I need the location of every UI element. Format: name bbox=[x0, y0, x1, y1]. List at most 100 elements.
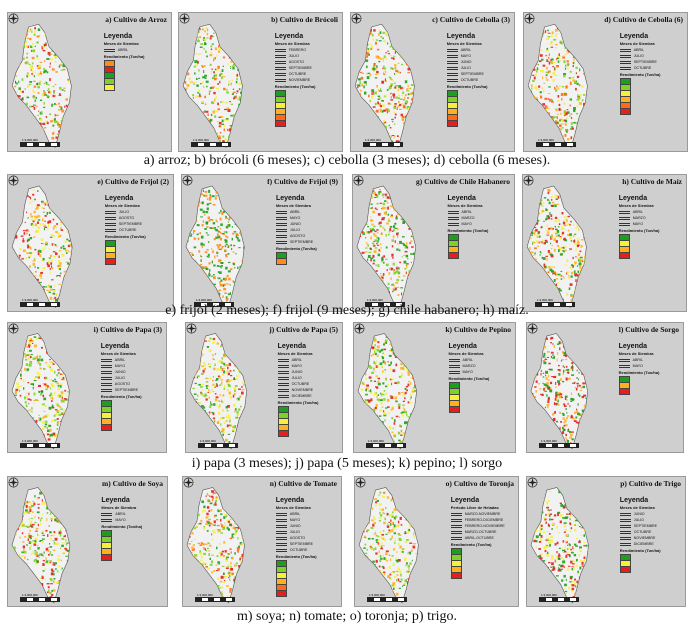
map-pixel bbox=[204, 290, 206, 292]
map-pixel bbox=[65, 31, 68, 33]
legend-sowing-item: JULIO bbox=[277, 375, 319, 381]
map-pixel bbox=[402, 275, 406, 277]
map-pixel bbox=[535, 289, 538, 293]
map-pixel bbox=[588, 62, 591, 65]
map-pixel bbox=[242, 109, 243, 113]
map-pixel bbox=[378, 249, 380, 252]
map-pixel bbox=[555, 89, 558, 92]
map-pixel bbox=[45, 27, 47, 29]
map-pixel bbox=[223, 422, 226, 424]
map-pixel bbox=[15, 129, 18, 131]
map-pixel bbox=[557, 195, 560, 199]
map-pixel bbox=[384, 57, 388, 60]
map-pixel bbox=[389, 55, 392, 57]
map-pixel bbox=[37, 132, 39, 135]
map-pixel bbox=[67, 441, 70, 444]
map-pixel bbox=[358, 263, 360, 266]
map-pixel bbox=[534, 282, 536, 286]
scale-text: 1:3,000,000 bbox=[22, 138, 38, 142]
map-pixel bbox=[54, 53, 57, 57]
map-pixel bbox=[415, 432, 417, 436]
map-pixel bbox=[218, 277, 221, 280]
map-pixel bbox=[199, 36, 201, 38]
map-pixel bbox=[399, 341, 403, 344]
map-pixel bbox=[558, 103, 561, 107]
map-pixel bbox=[61, 437, 64, 440]
map-pixel bbox=[554, 74, 558, 77]
map-pixel bbox=[394, 356, 397, 358]
map-pixel bbox=[589, 48, 592, 49]
map-pixel bbox=[583, 137, 587, 140]
map-pixel bbox=[579, 41, 581, 43]
map-pixel bbox=[590, 27, 591, 29]
map-pixel bbox=[193, 351, 196, 354]
yield-title: Rendimiento (Ton/ha) bbox=[618, 228, 660, 233]
map-pixel bbox=[542, 115, 544, 117]
map-pixel bbox=[387, 383, 389, 386]
map-pixel bbox=[381, 392, 384, 395]
map-pixel bbox=[372, 254, 375, 258]
map-pixel bbox=[406, 441, 410, 443]
map-pixel bbox=[238, 48, 242, 51]
map-pixel bbox=[38, 384, 41, 387]
map-pixel bbox=[401, 338, 404, 340]
map-pixel bbox=[417, 60, 420, 62]
map-pixel bbox=[579, 42, 581, 44]
map-pixel bbox=[570, 240, 573, 242]
map-pixel bbox=[14, 398, 16, 401]
map-pixel bbox=[199, 27, 201, 31]
map-pixel bbox=[403, 99, 405, 101]
map-pixel bbox=[54, 51, 58, 54]
map-pixel bbox=[404, 214, 407, 217]
map-pixel bbox=[405, 271, 407, 274]
map-pixel bbox=[35, 399, 38, 401]
map-pixel bbox=[70, 196, 72, 199]
map-pixel bbox=[387, 214, 390, 216]
map-pixel bbox=[240, 104, 243, 107]
map-pixel bbox=[26, 354, 30, 356]
map-pixel bbox=[377, 264, 380, 268]
map-pixel bbox=[580, 244, 583, 248]
map-pixel bbox=[541, 289, 544, 291]
map-pixel bbox=[67, 44, 69, 46]
map-pixel bbox=[539, 192, 542, 195]
hatch-swatch bbox=[446, 48, 458, 52]
map-pixel bbox=[403, 336, 406, 339]
map-pixel bbox=[57, 424, 59, 426]
map-pixel bbox=[542, 103, 546, 106]
map-pixel bbox=[191, 446, 193, 448]
map-pixel bbox=[74, 200, 75, 202]
map-pixel bbox=[54, 380, 58, 383]
map-pixel bbox=[49, 378, 53, 381]
map-pixel bbox=[205, 381, 209, 383]
map-pixel bbox=[580, 204, 582, 208]
map-pixel bbox=[13, 75, 17, 77]
hatch-swatch bbox=[618, 222, 630, 226]
map-pixel bbox=[589, 36, 592, 39]
map-pixel bbox=[357, 29, 360, 31]
north-arrow-icon bbox=[8, 323, 19, 334]
map-pixel bbox=[243, 39, 245, 42]
map-pixel bbox=[16, 82, 18, 85]
map-pixel bbox=[37, 128, 41, 130]
map-pixel bbox=[73, 283, 75, 284]
map-pixel bbox=[14, 46, 16, 50]
map-pixel bbox=[230, 66, 232, 68]
map-panel: k) Cultivo de Pepino Leyenda Meses de Siem… bbox=[353, 322, 516, 453]
map-pixel bbox=[237, 368, 240, 372]
map-pixel bbox=[16, 90, 18, 93]
map-pixel bbox=[52, 28, 55, 30]
map-pixel bbox=[196, 376, 198, 379]
map-pixel bbox=[375, 270, 378, 272]
map-pixel bbox=[15, 50, 17, 53]
map-pixel bbox=[369, 336, 372, 339]
map-pixel bbox=[387, 206, 389, 210]
map-pixel bbox=[413, 49, 415, 51]
map-pixel bbox=[204, 77, 207, 79]
map-pixel bbox=[366, 49, 370, 52]
map-pixel bbox=[196, 224, 200, 227]
map-pixel bbox=[396, 381, 400, 384]
map-pixel bbox=[22, 110, 25, 113]
map-pixel bbox=[416, 126, 418, 129]
map-pixel bbox=[202, 122, 205, 124]
